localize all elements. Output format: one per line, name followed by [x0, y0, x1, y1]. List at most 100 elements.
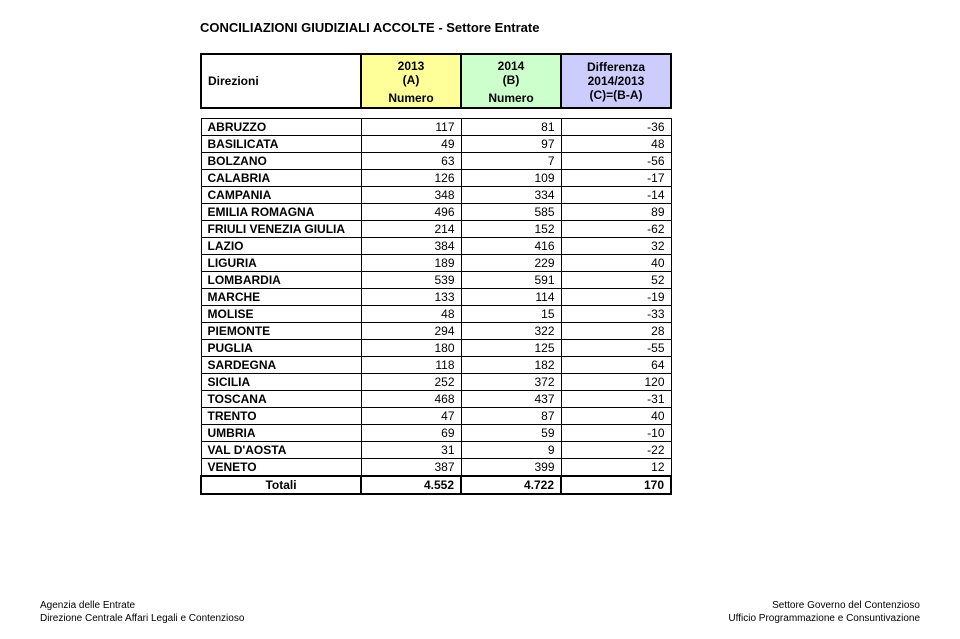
region-cell: LOMBARDIA — [201, 271, 361, 288]
table-row: VENETO38739912 — [201, 458, 671, 476]
totals-label: Totali — [201, 476, 361, 494]
value-b-cell: 87 — [461, 407, 561, 424]
header-diff-l3: (C)=(B-A) — [568, 88, 664, 102]
value-b-cell: 585 — [461, 203, 561, 220]
value-a-cell: 118 — [361, 356, 461, 373]
value-diff-cell: -56 — [561, 152, 671, 169]
table-row: LOMBARDIA53959152 — [201, 271, 671, 288]
region-cell: TOSCANA — [201, 390, 361, 407]
table-row: MOLISE4815-33 — [201, 305, 671, 322]
value-b-cell: 372 — [461, 373, 561, 390]
totals-diff: 170 — [561, 476, 671, 494]
region-cell: LIGURIA — [201, 254, 361, 271]
value-b-cell: 182 — [461, 356, 561, 373]
value-a-cell: 214 — [361, 220, 461, 237]
value-diff-cell: -62 — [561, 220, 671, 237]
value-diff-cell: 48 — [561, 135, 671, 152]
value-a-cell: 49 — [361, 135, 461, 152]
value-diff-cell: 40 — [561, 407, 671, 424]
region-cell: MOLISE — [201, 305, 361, 322]
region-cell: CAMPANIA — [201, 186, 361, 203]
data-table: Direzioni 2013 (A) Numero 2014 (B) Numer… — [200, 53, 672, 495]
table-row: MARCHE133114-19 — [201, 288, 671, 305]
table-row: TRENTO478740 — [201, 407, 671, 424]
value-diff-cell: -31 — [561, 390, 671, 407]
value-a-cell: 126 — [361, 169, 461, 186]
value-b-cell: 334 — [461, 186, 561, 203]
value-diff-cell: 32 — [561, 237, 671, 254]
header-colA-sub: (A) — [403, 73, 420, 87]
region-cell: ABRUZZO — [201, 118, 361, 135]
value-diff-cell: -33 — [561, 305, 671, 322]
value-a-cell: 387 — [361, 458, 461, 476]
value-a-cell: 31 — [361, 441, 461, 458]
value-diff-cell: -10 — [561, 424, 671, 441]
value-a-cell: 133 — [361, 288, 461, 305]
value-a-cell: 63 — [361, 152, 461, 169]
table-row: LAZIO38441632 — [201, 237, 671, 254]
region-cell: TRENTO — [201, 407, 361, 424]
value-a-cell: 348 — [361, 186, 461, 203]
region-cell: FRIULI VENEZIA GIULIA — [201, 220, 361, 237]
value-a-cell: 47 — [361, 407, 461, 424]
totals-b: 4.722 — [461, 476, 561, 494]
region-cell: SICILIA — [201, 373, 361, 390]
header-direzioni-label: Direzioni — [208, 74, 259, 88]
table-row: UMBRIA6959-10 — [201, 424, 671, 441]
value-diff-cell: -36 — [561, 118, 671, 135]
value-b-cell: 81 — [461, 118, 561, 135]
table-row: TOSCANA468437-31 — [201, 390, 671, 407]
header-colB-sub: (B) — [503, 73, 520, 87]
value-b-cell: 125 — [461, 339, 561, 356]
value-diff-cell: 52 — [561, 271, 671, 288]
value-b-cell: 114 — [461, 288, 561, 305]
value-diff-cell: -19 — [561, 288, 671, 305]
value-b-cell: 437 — [461, 390, 561, 407]
region-cell: BASILICATA — [201, 135, 361, 152]
value-diff-cell: -22 — [561, 441, 671, 458]
value-a-cell: 180 — [361, 339, 461, 356]
value-b-cell: 7 — [461, 152, 561, 169]
table-row: PIEMONTE29432228 — [201, 322, 671, 339]
region-cell: EMILIA ROMAGNA — [201, 203, 361, 220]
table-row: PUGLIA180125-55 — [201, 339, 671, 356]
totals-a: 4.552 — [361, 476, 461, 494]
region-cell: PIEMONTE — [201, 322, 361, 339]
value-a-cell: 189 — [361, 254, 461, 271]
value-b-cell: 322 — [461, 322, 561, 339]
value-diff-cell: 120 — [561, 373, 671, 390]
table-row: BOLZANO637-56 — [201, 152, 671, 169]
table-row: ABRUZZO11781-36 — [201, 118, 671, 135]
value-a-cell: 468 — [361, 390, 461, 407]
region-cell: VAL D'AOSTA — [201, 441, 361, 458]
footer-left-line2: Direzione Centrale Affari Legali e Conte… — [40, 613, 244, 626]
table-row: FRIULI VENEZIA GIULIA214152-62 — [201, 220, 671, 237]
region-cell: LAZIO — [201, 237, 361, 254]
header-col-diff: Differenza 2014/2013 (C)=(B-A) — [561, 54, 671, 108]
value-a-cell: 384 — [361, 237, 461, 254]
header-colB-numero: Numero — [462, 91, 560, 105]
value-a-cell: 252 — [361, 373, 461, 390]
footer-left-line1: Agenzia delle Entrate — [40, 600, 244, 613]
table-row: CAMPANIA348334-14 — [201, 186, 671, 203]
value-diff-cell: 89 — [561, 203, 671, 220]
value-b-cell: 9 — [461, 441, 561, 458]
value-a-cell: 117 — [361, 118, 461, 135]
table-row: SICILIA252372120 — [201, 373, 671, 390]
region-cell: MARCHE — [201, 288, 361, 305]
region-cell: BOLZANO — [201, 152, 361, 169]
value-b-cell: 399 — [461, 458, 561, 476]
region-cell: VENETO — [201, 458, 361, 476]
table-row: CALABRIA126109-17 — [201, 169, 671, 186]
region-cell: CALABRIA — [201, 169, 361, 186]
value-b-cell: 591 — [461, 271, 561, 288]
value-b-cell: 152 — [461, 220, 561, 237]
value-diff-cell: -55 — [561, 339, 671, 356]
value-b-cell: 15 — [461, 305, 561, 322]
table-row: LIGURIA18922940 — [201, 254, 671, 271]
header-col-a: 2013 (A) Numero — [361, 54, 461, 108]
value-diff-cell: -14 — [561, 186, 671, 203]
data-table-container: Direzioni 2013 (A) Numero 2014 (B) Numer… — [200, 53, 920, 495]
value-diff-cell: 12 — [561, 458, 671, 476]
table-row: VAL D'AOSTA319-22 — [201, 441, 671, 458]
